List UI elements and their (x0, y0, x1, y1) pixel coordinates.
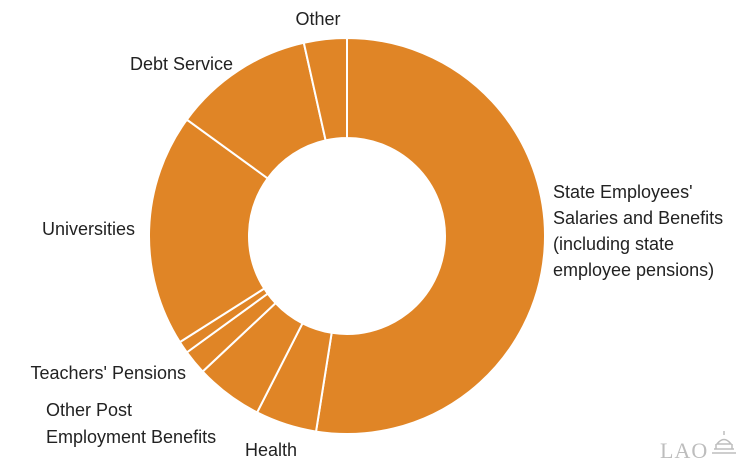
label-debt-service: Debt Service (130, 54, 233, 74)
label-other: Other (295, 9, 340, 29)
label-opeb: Other Post Employment Benefits (46, 400, 216, 447)
lao-logo: LAO (660, 431, 736, 460)
label-state-employees: State Employees' Salaries and Benefits (… (553, 182, 728, 280)
label-other-line-1: Other (295, 9, 340, 29)
lao-logo-text: LAO (660, 438, 708, 460)
label-state-line-4: employee pensions) (553, 260, 714, 280)
label-state-line-3: (including state (553, 234, 674, 254)
label-universities-line-1: Universities (42, 219, 135, 239)
label-universities: Universities (42, 219, 135, 239)
label-health: Health (245, 440, 297, 460)
label-teachers-pensions: Teachers' Pensions (30, 363, 186, 383)
label-state-line-1: State Employees' (553, 182, 693, 202)
dome-icon (712, 431, 736, 454)
label-opeb-line-1: Other Post (46, 400, 132, 420)
label-teachers-line-1: Teachers' Pensions (30, 363, 186, 383)
donut-slices (148, 36, 546, 435)
donut-slice-0 (314, 36, 546, 435)
label-opeb-line-2: Employment Benefits (46, 427, 216, 447)
label-health-line-1: Health (245, 440, 297, 460)
label-state-line-2: Salaries and Benefits (553, 208, 723, 228)
label-debt-line-1: Debt Service (130, 54, 233, 74)
donut-slice-5 (148, 118, 270, 344)
donut-slice-7 (302, 36, 348, 142)
